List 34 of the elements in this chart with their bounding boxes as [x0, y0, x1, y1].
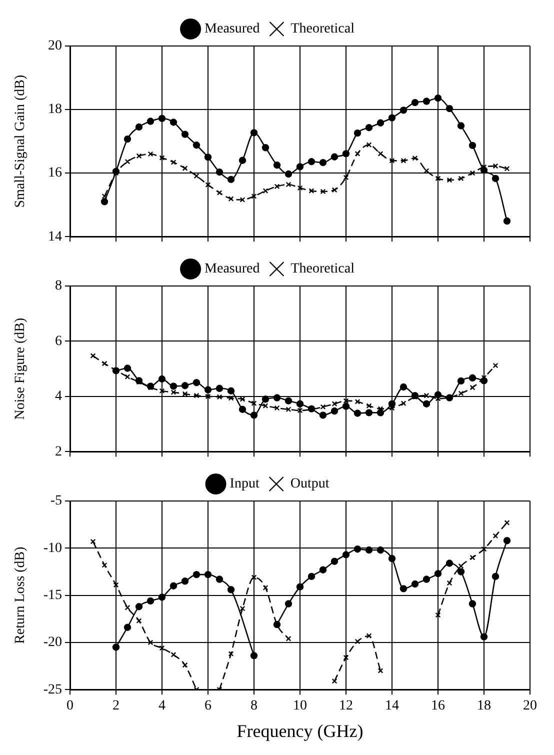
x-tick-label: 18	[477, 698, 491, 714]
y-tick-label: -10	[43, 540, 62, 556]
legend-label: Output	[290, 476, 330, 492]
x-tick-label: 4	[158, 698, 166, 714]
x-tick-label: 16	[431, 698, 445, 714]
x-tick-label: 6	[204, 698, 212, 714]
y-axis-title: Noise Figure (dB)	[13, 318, 28, 420]
y-tick-label: 14	[48, 229, 62, 244]
y-axis-title: Small-Signal Gain (dB)	[13, 74, 28, 208]
x-tick-label: 0	[66, 698, 74, 714]
x-tick-label: 20	[523, 698, 537, 714]
y-tick-label: -5	[50, 494, 62, 509]
y-tick-label: -15	[43, 588, 62, 603]
y-tick-label: 6	[55, 334, 62, 349]
x-tick-label: 12	[339, 698, 353, 714]
legend-label: Theoretical	[290, 22, 355, 37]
x-axis-title: Frequency (GHz)	[236, 720, 364, 741]
legend-label: Input	[230, 476, 260, 492]
y-tick-label: 16	[48, 166, 62, 181]
x-tick-label: 8	[250, 698, 258, 714]
legend-label: Measured	[204, 262, 260, 277]
y-tick-label: 8	[55, 278, 62, 294]
y-tick-label: 20	[48, 38, 62, 54]
y-tick-label: -20	[43, 635, 62, 650]
y-tick-label: -25	[43, 682, 62, 698]
legend-label: Measured	[204, 22, 260, 37]
x-tick-label: 2	[112, 698, 120, 714]
y-tick-label: 18	[48, 102, 62, 118]
y-axis-title: Return Loss (dB)	[13, 546, 28, 644]
x-tick-label: 14	[385, 698, 399, 714]
x-tick-label: 10	[293, 698, 307, 714]
legend-label: Theoretical	[290, 262, 355, 277]
y-tick-label: 4	[55, 389, 62, 404]
y-tick-label: 2	[55, 444, 62, 460]
